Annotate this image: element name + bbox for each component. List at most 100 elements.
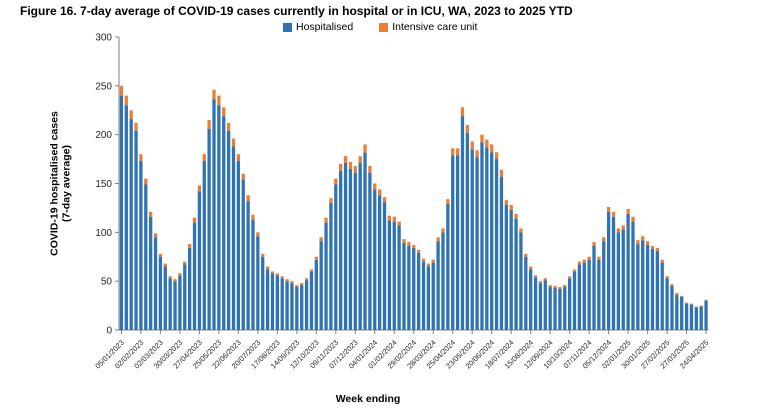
bar-hospitalised-segment [280,278,284,330]
bar-hospitalised-segment [680,296,684,330]
bar-hospitalised-segment [407,246,411,330]
bar-icu-segment [197,185,202,192]
bar-hospitalised-segment [460,116,465,330]
bar-hospitalised-segment [558,288,562,330]
bar-icu-segment [256,232,260,237]
bar-icu-segment [134,122,138,131]
bar-hospitalised-segment [134,130,138,330]
bar-hospitalised-segment [426,266,431,330]
bar-icu-segment [665,276,669,279]
bar-hospitalised-segment [538,283,543,330]
bar-hospitalised-segment [616,232,621,330]
bar-hospitalised-segment [387,220,392,330]
bar-icu-segment [636,240,640,245]
bar-icu-segment [514,213,518,219]
bar-icu-segment [641,236,645,241]
bar-icu-segment [334,178,338,185]
bar-hospitalised-segment [236,161,241,330]
bar-hospitalised-segment [675,294,679,330]
bar-hospitalised-segment [480,142,484,330]
bar-icu-segment [553,286,557,288]
bar-hospitalised-segment [139,161,143,330]
bar-icu-segment [397,221,401,226]
bar-icu-segment [455,148,460,156]
bar-hospitalised-segment [475,157,479,330]
bar-icu-segment [236,154,241,162]
bar-hospitalised-segment [602,241,606,330]
bar-hospitalised-segment [226,130,231,330]
bar-icu-segment [265,266,270,270]
bar-hospitalised-segment [582,262,586,330]
bar-icu-segment [563,285,567,288]
bar-hospitalised-segment [246,201,250,330]
bar-hospitalised-segment [163,266,167,330]
bar-hospitalised-segment [251,219,255,330]
bar-icu-segment [597,256,601,260]
bar-icu-segment [684,302,689,304]
bar-icu-segment [606,206,611,212]
bar-icu-segment [533,275,538,278]
bar-hospitalised-segment [494,159,499,330]
bar-icu-segment [494,152,499,160]
bar-icu-segment [524,253,528,257]
bar-hospitalised-segment [256,236,260,330]
bar-hospitalised-segment [650,248,655,330]
bar-hospitalised-segment [670,286,674,330]
bar-icu-segment [212,89,216,100]
bar-hospitalised-segment [197,191,202,330]
bar-hospitalised-segment [124,105,128,331]
bar-hospitalised-segment [519,232,523,330]
bar-icu-segment [382,197,387,203]
bar-hospitalised-segment [645,245,650,330]
bar-hospitalised-segment [416,252,421,330]
y-tick-label: 300 [95,33,112,44]
bar-hospitalised-segment [222,116,226,330]
bar-hospitalised-segment [509,209,513,330]
bar-hospitalised-segment [144,184,148,330]
bar-hospitalised-segment [212,99,216,330]
bar-hospitalised-segment [168,278,172,330]
bar-icu-segment [129,110,133,120]
bar-hospitalised-segment [373,189,377,330]
bar-icu-segment [124,95,128,106]
bar-hospitalised-segment [173,281,177,330]
bar-hospitalised-segment [563,287,567,330]
bar-hospitalised-segment [363,152,367,330]
bar-icu-segment [421,258,426,262]
bar-hospitalised-segment [149,216,153,330]
bar-icu-segment [499,169,504,177]
bar-icu-segment [168,276,172,279]
bar-icu-segment [251,214,255,220]
bar-icu-segment [280,276,284,279]
bar-hospitalised-segment [187,247,192,330]
bar-icu-segment [373,183,377,190]
bar-icu-segment [650,246,655,249]
bar-icu-segment [163,263,167,267]
bar-hospitalised-segment [490,152,494,330]
legend-item-hospitalised: Hospitalised [283,21,353,33]
bar-icu-segment [363,144,367,153]
bar-icu-segment [324,217,328,223]
bar-icu-segment [436,237,440,242]
bar-icu-segment [285,279,289,282]
bar-icu-segment [275,273,279,276]
bar-icu-segment [348,162,353,169]
legend-label-icu: Intensive care unit [392,21,478,33]
bar-icu-segment [441,228,445,233]
bar-hospitalised-segment [392,221,396,330]
bar-hospitalised-segment [295,287,299,330]
bar-icu-segment [680,295,684,297]
bar-icu-segment [261,253,265,257]
bar-icu-segment [655,247,659,251]
bar-icu-segment [309,269,314,272]
bar-icu-segment [407,242,411,247]
bar-hospitalised-segment [641,240,645,330]
bar-icu-segment [611,211,616,217]
bar-icu-segment [319,237,323,242]
bar-icu-segment [704,299,708,301]
bar-icu-segment [187,244,192,248]
bar-icu-segment [353,165,357,173]
bar-icu-segment [465,124,469,133]
bar-hospitalised-segment [572,271,577,330]
bar-icu-segment [368,165,372,173]
